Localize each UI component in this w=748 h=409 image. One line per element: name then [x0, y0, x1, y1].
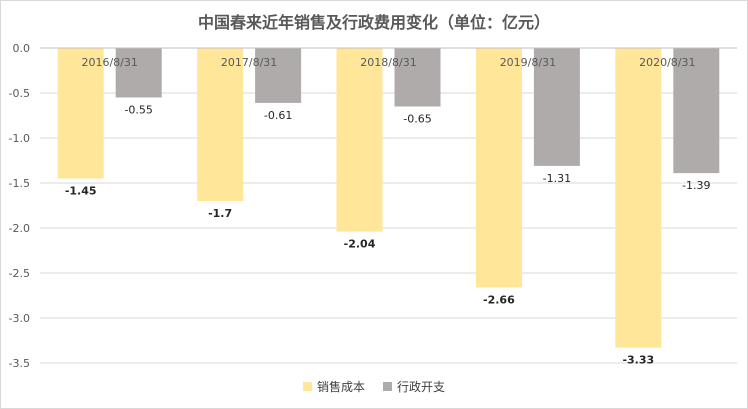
chart-title: 中国春来近年销售及行政费用变化（单位：亿元）	[197, 13, 550, 32]
legend-item-admin-expense: 行政开支	[383, 378, 445, 395]
bar-sales-cost	[475, 48, 522, 288]
bar-sales-cost	[57, 48, 104, 179]
y-tick-label: -0.5	[9, 87, 30, 100]
data-label: -1.31	[543, 172, 571, 185]
y-tick-label: -3.5	[9, 357, 30, 370]
data-label: -1.39	[682, 179, 710, 192]
bar-admin-expense	[533, 48, 580, 166]
legend-swatch-admin-expense	[383, 382, 392, 391]
data-label: -2.04	[344, 238, 376, 251]
y-tick-label: -1.5	[9, 177, 30, 190]
x-tick-label: 2018/8/31	[360, 56, 416, 69]
x-tick-label: 2019/8/31	[500, 56, 556, 69]
legend-item-sales-cost: 销售成本	[302, 378, 365, 395]
bar-sales-cost	[615, 48, 662, 348]
bar-admin-expense	[673, 48, 720, 174]
y-tick-label: -3.0	[9, 312, 30, 325]
data-label: -2.66	[483, 293, 515, 306]
x-tick-label: 2020/8/31	[639, 56, 695, 69]
bar-sales-cost	[336, 48, 383, 232]
y-tick-label: -2.5	[9, 267, 30, 280]
data-label: -0.55	[124, 104, 152, 117]
bar-admin-expense	[255, 48, 302, 103]
legend-swatch-sales-cost	[302, 382, 312, 391]
legend-label-sales-cost: 销售成本	[316, 380, 365, 394]
data-label: -0.65	[403, 113, 431, 126]
y-tick-label: -2.0	[9, 222, 30, 235]
y-tick-label: -1.0	[9, 132, 30, 145]
legend-label-admin-expense: 行政开支	[397, 380, 446, 394]
bar-admin-expense	[115, 48, 162, 98]
bar-sales-cost	[197, 48, 244, 201]
x-tick-label: 2017/8/31	[221, 56, 277, 69]
data-label: -3.33	[622, 354, 654, 367]
bar-admin-expense	[394, 48, 441, 107]
data-label: -1.7	[208, 207, 232, 220]
legend: 销售成本 行政开支	[0, 378, 748, 395]
data-label: -0.61	[264, 109, 292, 122]
data-label: -1.45	[65, 185, 97, 198]
x-tick-label: 2016/8/31	[81, 56, 137, 69]
y-tick-label: 0.0	[13, 42, 31, 55]
